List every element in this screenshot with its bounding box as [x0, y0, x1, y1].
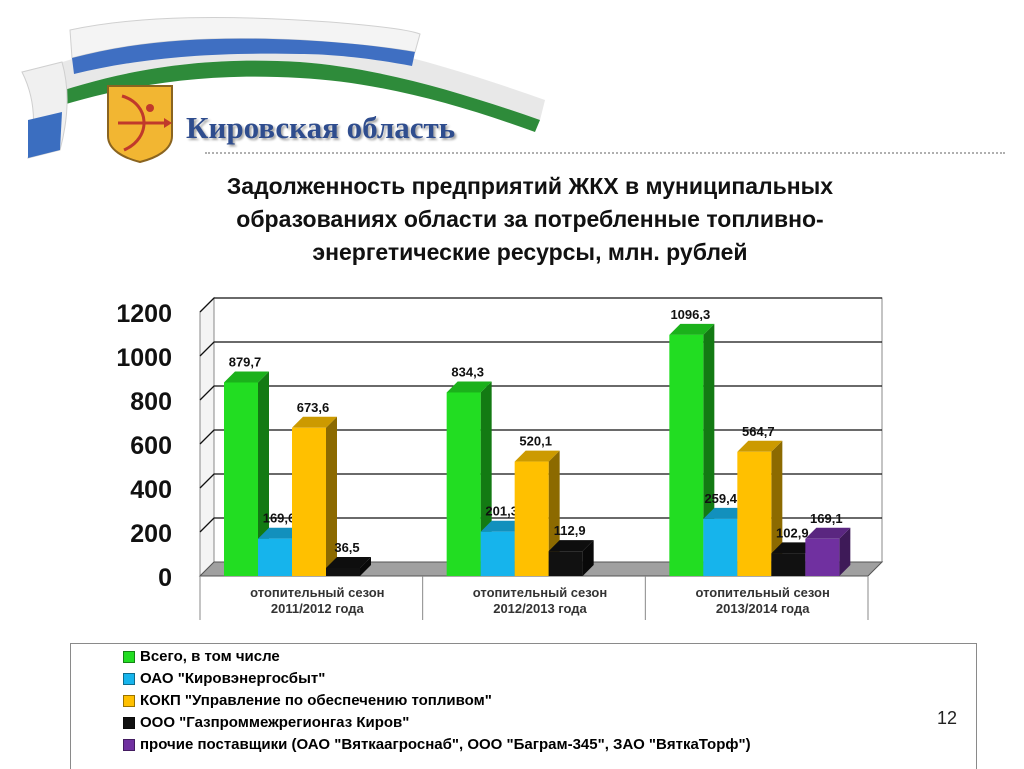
data-label: 879,7 [229, 354, 262, 369]
legend-item-kirovenergosbyt: ОАО "Кировэнергосбыт" [123, 670, 325, 687]
x-tick-label: отопительный сезон [473, 585, 607, 600]
legend-label-total: Всего, в том числе [140, 648, 280, 665]
bar-top [514, 450, 560, 462]
bar [737, 451, 772, 576]
y-tick-label: 1000 [116, 344, 172, 372]
bar-top [548, 540, 594, 552]
legend-item-other: прочие поставщики (ОАО "Вяткаагроснаб", … [123, 736, 751, 753]
y-tick-label: 800 [130, 388, 172, 416]
data-label: 36,5 [334, 540, 359, 555]
x-tick-label: 2013/2014 года [716, 601, 810, 616]
bar-top [771, 542, 817, 554]
bar-top [292, 416, 337, 428]
debt-bar-chart: 0 200 400 600 800 1000 1200 879,7 169,6 673,6 36,5… [116, 296, 884, 620]
data-label: 169,6 [263, 511, 296, 526]
bar [771, 553, 806, 576]
bar-side [582, 540, 594, 576]
bar [224, 382, 258, 576]
bar [548, 551, 583, 576]
data-label: 564,7 [742, 424, 775, 439]
legend-swatch-total [123, 650, 135, 663]
legend-item-kokp: КОКП "Управление по обеспечению топливом… [123, 692, 492, 709]
flag-ribbon [21, 16, 545, 159]
page-number: 12 [937, 708, 958, 728]
data-label: 673,6 [297, 400, 330, 415]
legend-swatch-gazprom [123, 716, 135, 729]
legend-label-gazprom: ООО "Газпроммежрегионгаз Киров" [140, 714, 410, 731]
legend-swatch-kokp [123, 694, 135, 707]
legend-label-kirovenergosbyt: ОАО "Кировэнергосбыт" [140, 670, 326, 687]
gridline [199, 297, 882, 313]
region-name: Кировская область [186, 110, 456, 145]
y-tick-label: 600 [130, 432, 172, 460]
bar-top [805, 527, 851, 539]
data-label: 102,9 [776, 525, 809, 540]
chart-legend: Всего, в том числе ОАО "Кировэнергосбыт"… [70, 643, 977, 769]
bar [805, 538, 840, 576]
gridline [199, 473, 882, 489]
bar [514, 461, 549, 576]
bar [669, 334, 704, 576]
bar-top [669, 323, 715, 335]
data-label: 201,3 [485, 504, 518, 519]
bar-top [224, 371, 269, 383]
data-label: 520,1 [519, 434, 552, 449]
y-tick-label: 400 [130, 476, 172, 504]
bar [326, 567, 360, 576]
bar [446, 392, 481, 576]
gridline [199, 429, 882, 445]
data-label: 834,3 [451, 364, 484, 379]
slide-title: Задолженность предприятий ЖКХ в муниципа… [100, 170, 960, 269]
bar [703, 518, 738, 576]
gridline [199, 517, 882, 533]
bar-top [737, 440, 783, 452]
bar-top [446, 381, 492, 393]
bar-top [703, 507, 749, 519]
bar-side [771, 440, 783, 576]
legend-swatch-kirovenergosbyt [123, 672, 135, 685]
y-tick-label: 200 [130, 520, 172, 548]
bar-side [360, 556, 371, 576]
legend-label-other: прочие поставщики (ОАО "Вяткаагроснаб", … [140, 736, 751, 753]
bar [258, 538, 292, 576]
data-label: 1096,3 [670, 307, 710, 322]
x-tick-label: 2012/2013 года [493, 601, 587, 616]
legend-item-total: Всего, в том числе [123, 648, 280, 665]
y-tick-label: 0 [158, 564, 172, 592]
legend-item-gazprom: ООО "Газпроммежрегионгаз Киров" [123, 714, 409, 731]
y-tick-label: 1200 [116, 300, 172, 328]
data-label: 112,9 [554, 523, 586, 538]
x-tick-label: отопительный сезон [695, 585, 829, 600]
header-banner [21, 16, 545, 164]
x-tick-label: отопительный сезон [250, 585, 384, 600]
slide-title-line-3: энергетические ресурсы, млн. рублей [312, 239, 748, 265]
slide-title-line-2: образованиях области за потребленные топ… [236, 206, 824, 232]
bar [480, 531, 515, 576]
x-tick-label: 2011/2012 года [271, 601, 365, 616]
bar-top [480, 520, 526, 532]
bar [292, 427, 326, 576]
legend-swatch-other [123, 738, 135, 751]
data-label: 259,45 [704, 491, 744, 506]
bar-top [258, 527, 303, 539]
data-label: 169,1 [810, 511, 843, 526]
slide-title-line-1: Задолженность предприятий ЖКХ в муниципа… [226, 173, 834, 199]
bar-side [258, 371, 269, 576]
bar-side [839, 527, 851, 576]
bar-side [326, 416, 337, 576]
legend-label-kokp: КОКП "Управление по обеспечению топливом… [140, 692, 492, 709]
coat-of-arms-icon [107, 85, 173, 164]
bar-top [326, 556, 371, 568]
gridline [199, 385, 882, 401]
gridline [199, 341, 882, 357]
header-divider [205, 152, 1005, 154]
